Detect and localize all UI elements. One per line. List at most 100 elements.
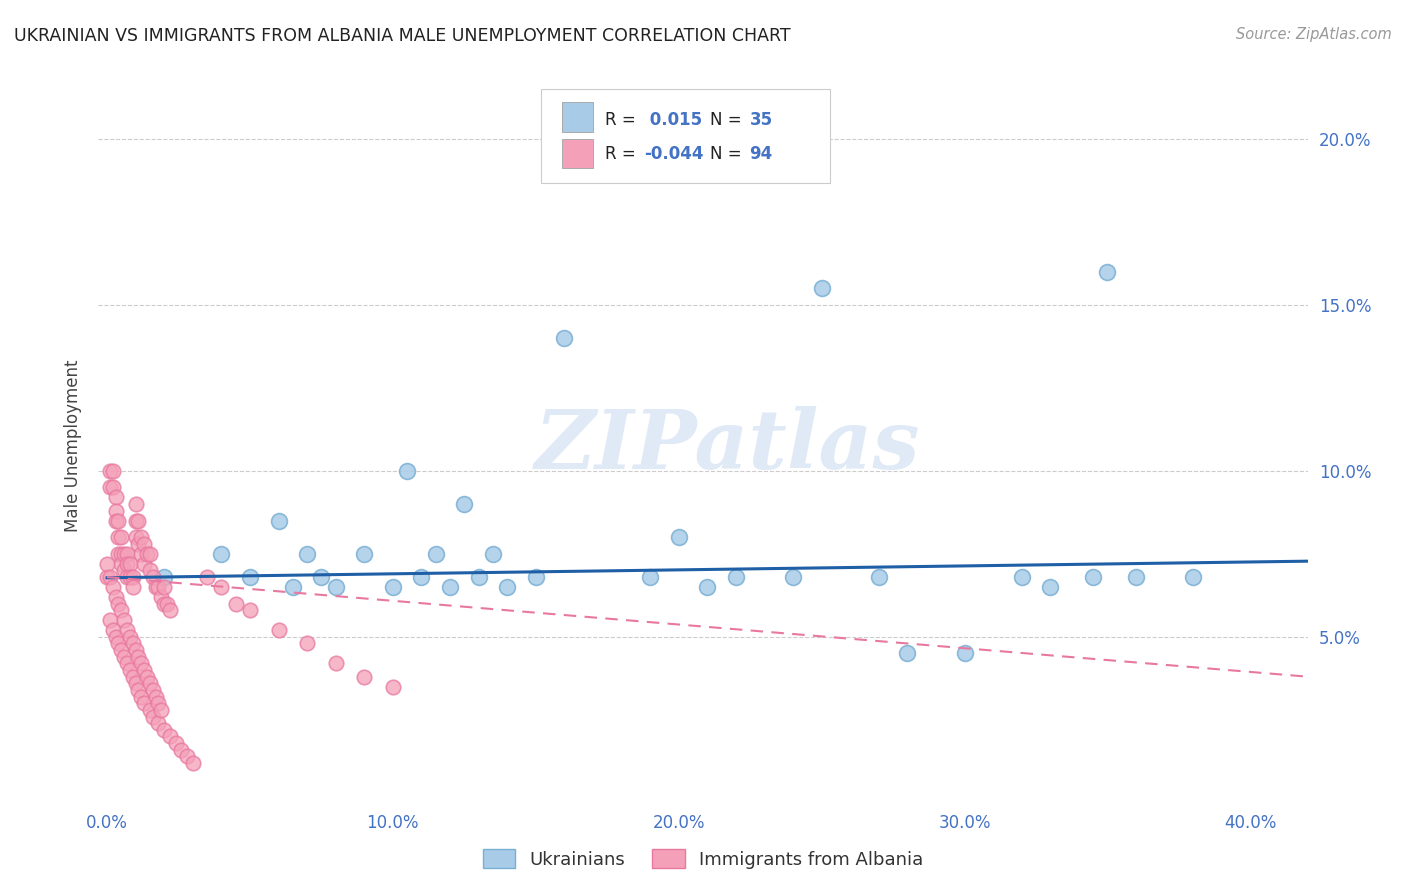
- Point: [121, 570, 143, 584]
- Point: [524, 570, 547, 584]
- Y-axis label: Male Unemployment: Male Unemployment: [65, 359, 83, 533]
- Point: [1039, 580, 1062, 594]
- Text: Source: ZipAtlas.com: Source: ZipAtlas.com: [1236, 27, 1392, 42]
- Point: [129, 547, 152, 561]
- Point: [153, 570, 176, 584]
- Point: [129, 657, 152, 671]
- Point: [209, 580, 232, 594]
- Point: [496, 580, 519, 594]
- Point: [115, 657, 138, 671]
- Point: [118, 663, 141, 677]
- Point: [148, 696, 170, 710]
- Point: [396, 464, 419, 478]
- Point: [101, 580, 124, 594]
- Point: [142, 709, 165, 723]
- Point: [1182, 570, 1205, 584]
- Point: [104, 514, 127, 528]
- Text: R =: R =: [605, 111, 641, 128]
- Text: ZIPatlas: ZIPatlas: [534, 406, 920, 486]
- Point: [115, 547, 138, 561]
- Point: [112, 547, 135, 561]
- Point: [101, 481, 124, 495]
- Point: [104, 504, 127, 518]
- Legend: Ukrainians, Immigrants from Albania: Ukrainians, Immigrants from Albania: [475, 841, 931, 876]
- Point: [101, 624, 124, 638]
- Point: [181, 756, 204, 770]
- Point: [124, 676, 146, 690]
- Point: [439, 580, 461, 594]
- Point: [118, 557, 141, 571]
- Point: [1083, 570, 1105, 584]
- Point: [134, 557, 156, 571]
- Point: [110, 547, 132, 561]
- Point: [112, 613, 135, 627]
- Point: [124, 514, 146, 528]
- Point: [1097, 265, 1119, 279]
- Point: [134, 663, 156, 677]
- Point: [112, 649, 135, 664]
- Point: [98, 570, 121, 584]
- Point: [127, 649, 149, 664]
- Point: [170, 742, 193, 756]
- Text: -0.044: -0.044: [644, 145, 703, 163]
- Point: [134, 537, 156, 551]
- Point: [101, 464, 124, 478]
- Point: [148, 716, 170, 731]
- Point: [159, 730, 181, 744]
- Point: [896, 647, 918, 661]
- Point: [118, 570, 141, 584]
- Point: [110, 557, 132, 571]
- Text: R =: R =: [605, 145, 641, 163]
- Point: [696, 580, 718, 594]
- Point: [139, 547, 162, 561]
- Point: [96, 557, 118, 571]
- Point: [267, 624, 290, 638]
- Point: [267, 514, 290, 528]
- Point: [953, 647, 976, 661]
- Text: N =: N =: [710, 145, 747, 163]
- Point: [139, 676, 162, 690]
- Point: [110, 643, 132, 657]
- Point: [110, 603, 132, 617]
- Point: [281, 580, 304, 594]
- Point: [98, 464, 121, 478]
- Point: [295, 636, 318, 650]
- Point: [381, 680, 404, 694]
- Text: 94: 94: [749, 145, 773, 163]
- Point: [467, 570, 489, 584]
- Point: [150, 703, 173, 717]
- Point: [124, 530, 146, 544]
- Point: [115, 624, 138, 638]
- Point: [104, 630, 127, 644]
- Point: [150, 590, 173, 604]
- Point: [1011, 570, 1033, 584]
- Point: [195, 570, 218, 584]
- Point: [239, 603, 262, 617]
- Point: [121, 670, 143, 684]
- Point: [159, 603, 181, 617]
- Point: [638, 570, 661, 584]
- Point: [142, 570, 165, 584]
- Point: [868, 570, 890, 584]
- Point: [142, 682, 165, 697]
- Point: [107, 636, 129, 650]
- Text: 35: 35: [749, 111, 772, 128]
- Point: [136, 547, 159, 561]
- Text: N =: N =: [710, 111, 747, 128]
- Point: [107, 514, 129, 528]
- Point: [98, 613, 121, 627]
- Point: [110, 530, 132, 544]
- Point: [325, 657, 347, 671]
- Point: [121, 580, 143, 594]
- Point: [209, 547, 232, 561]
- Point: [134, 696, 156, 710]
- Point: [104, 491, 127, 505]
- Point: [225, 597, 247, 611]
- Point: [295, 547, 318, 561]
- Point: [139, 564, 162, 578]
- Text: 0.015: 0.015: [644, 111, 702, 128]
- Point: [98, 481, 121, 495]
- Point: [115, 570, 138, 584]
- Point: [165, 736, 187, 750]
- Point: [118, 630, 141, 644]
